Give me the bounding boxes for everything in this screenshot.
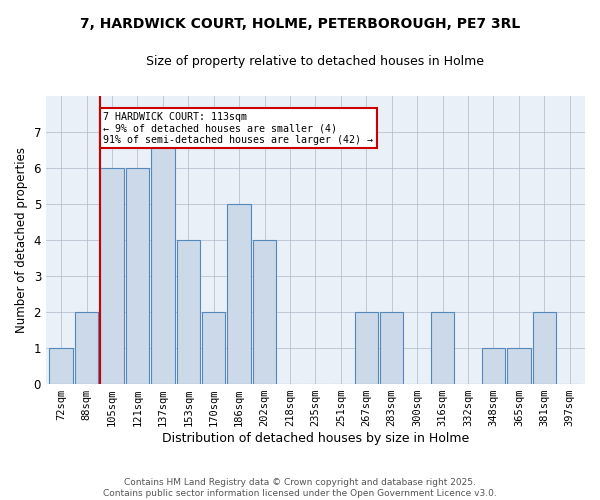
Text: 7 HARDWICK COURT: 113sqm
← 9% of detached houses are smaller (4)
91% of semi-det: 7 HARDWICK COURT: 113sqm ← 9% of detache… bbox=[103, 112, 373, 145]
Bar bbox=[227, 204, 251, 384]
Bar bbox=[202, 312, 226, 384]
Bar bbox=[380, 312, 403, 384]
Bar bbox=[431, 312, 454, 384]
Text: Contains HM Land Registry data © Crown copyright and database right 2025.
Contai: Contains HM Land Registry data © Crown c… bbox=[103, 478, 497, 498]
Bar bbox=[253, 240, 276, 384]
Bar bbox=[533, 312, 556, 384]
Bar bbox=[100, 168, 124, 384]
Bar bbox=[151, 132, 175, 384]
Text: 7, HARDWICK COURT, HOLME, PETERBOROUGH, PE7 3RL: 7, HARDWICK COURT, HOLME, PETERBOROUGH, … bbox=[80, 18, 520, 32]
Bar bbox=[176, 240, 200, 384]
Bar bbox=[126, 168, 149, 384]
Bar bbox=[75, 312, 98, 384]
Y-axis label: Number of detached properties: Number of detached properties bbox=[15, 147, 28, 333]
Title: Size of property relative to detached houses in Holme: Size of property relative to detached ho… bbox=[146, 55, 484, 68]
Bar bbox=[507, 348, 530, 384]
Bar bbox=[49, 348, 73, 384]
Bar bbox=[482, 348, 505, 384]
X-axis label: Distribution of detached houses by size in Holme: Distribution of detached houses by size … bbox=[162, 432, 469, 445]
Bar bbox=[355, 312, 378, 384]
